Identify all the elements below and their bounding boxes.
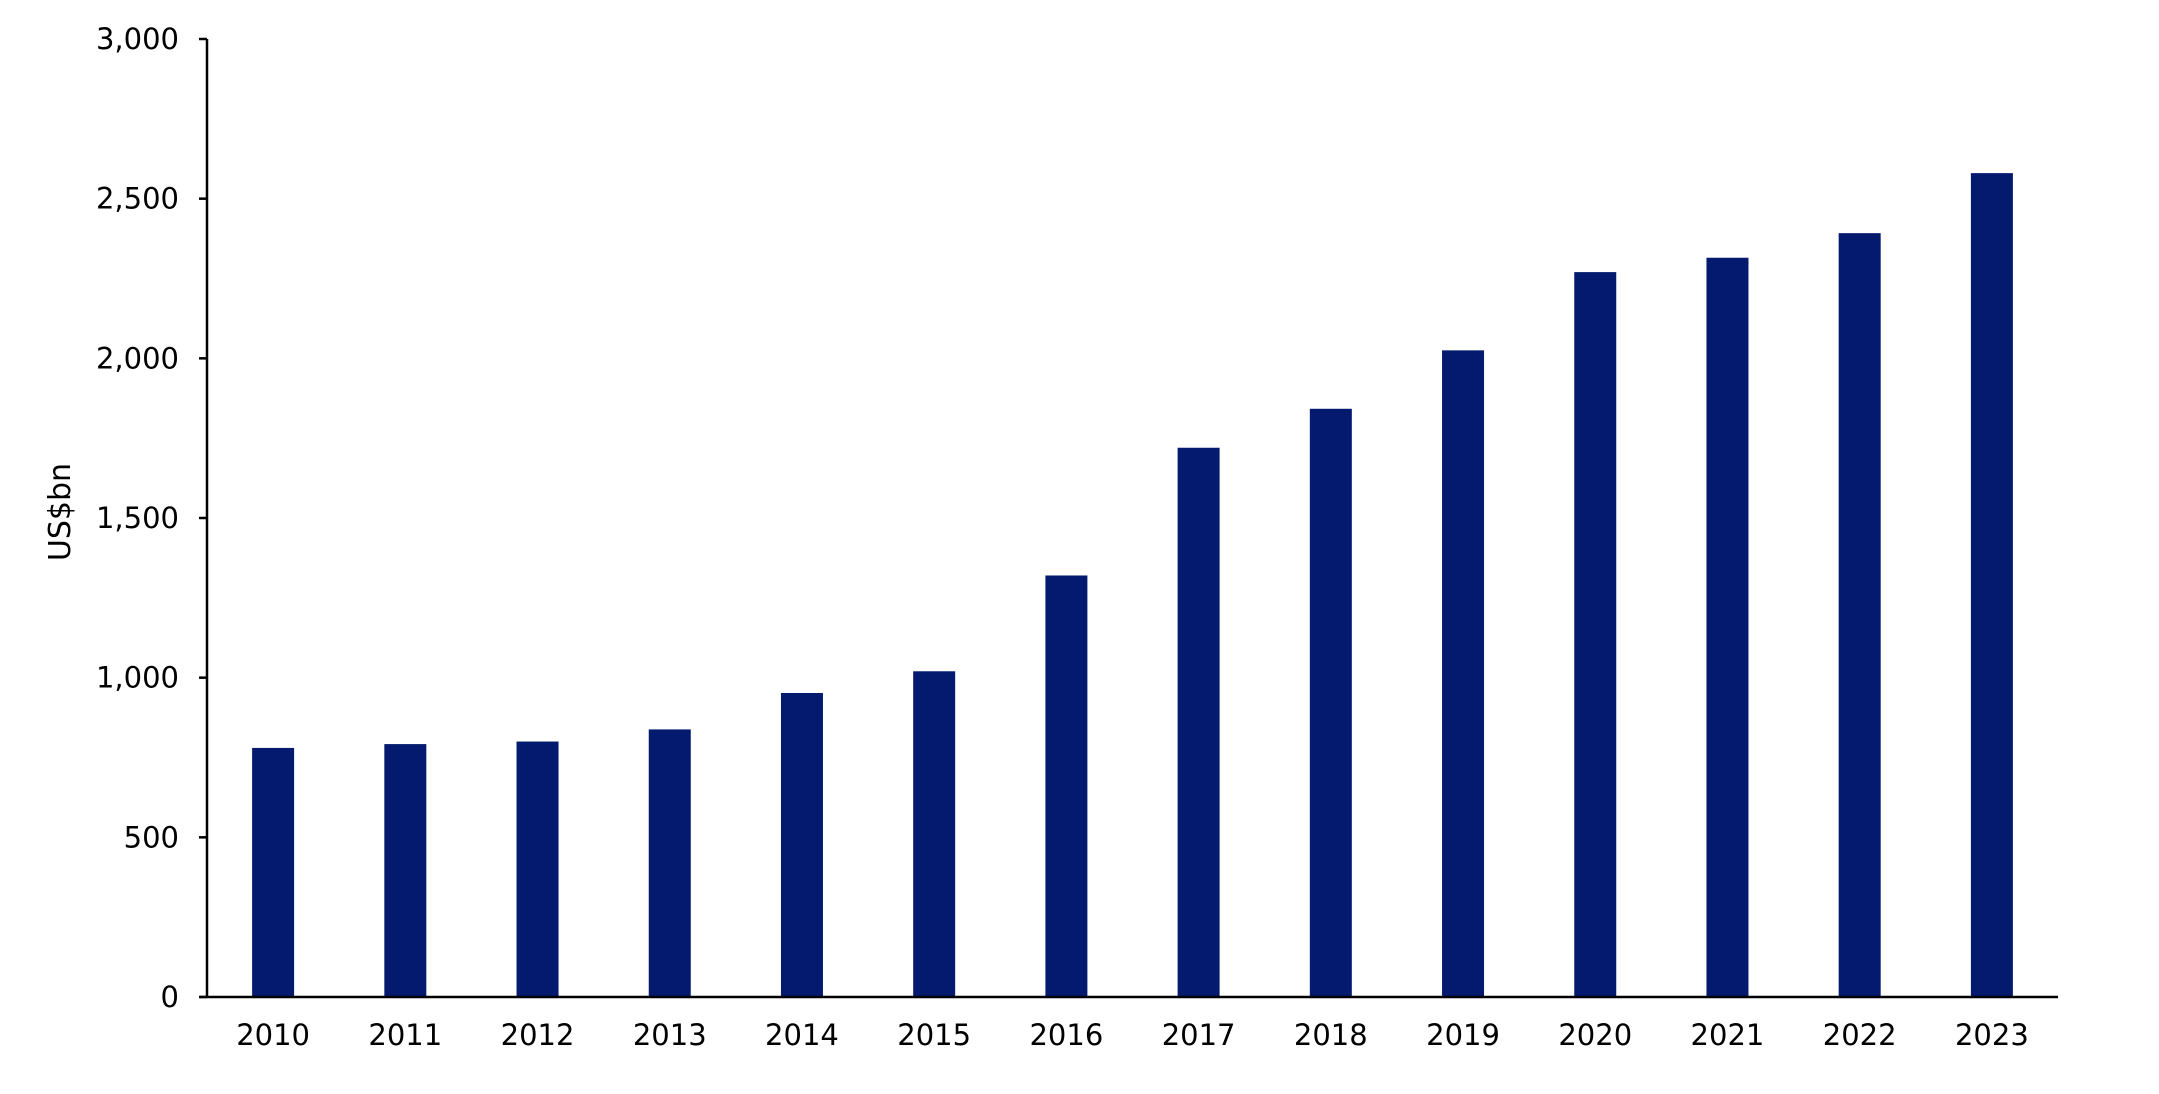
x-tick-label: 2014 xyxy=(765,1018,839,1052)
y-axis-title: US$bn xyxy=(43,463,78,561)
y-tick-label: 2,500 xyxy=(96,182,179,216)
y-tick-label: 3,000 xyxy=(96,22,179,56)
bar-2018 xyxy=(1309,408,1352,998)
x-tick-label: 2017 xyxy=(1162,1018,1236,1052)
bar-2011 xyxy=(384,744,427,997)
y-tick-label: 1,500 xyxy=(96,501,179,535)
bar-2023 xyxy=(1970,173,2013,997)
bar-2012 xyxy=(516,741,559,997)
x-tick-label: 2012 xyxy=(501,1018,575,1052)
bar-2020 xyxy=(1574,272,1617,997)
x-tick-label: 2011 xyxy=(368,1018,442,1052)
y-tick-label: 1,000 xyxy=(96,661,179,695)
bar-2022 xyxy=(1838,233,1881,997)
bar-2013 xyxy=(648,729,691,997)
x-tick-label: 2018 xyxy=(1294,1018,1368,1052)
bar-2016 xyxy=(1045,575,1088,997)
bar-2015 xyxy=(913,671,956,997)
y-tick-label: 2,000 xyxy=(96,341,179,375)
x-tick-label: 2023 xyxy=(1955,1018,2029,1052)
bar-2019 xyxy=(1442,350,1485,998)
y-tick-label: 0 xyxy=(161,980,179,1014)
y-tick-label: 500 xyxy=(124,820,179,854)
bar-2014 xyxy=(780,692,823,997)
x-tick-label: 2013 xyxy=(633,1018,707,1052)
x-axis-labels: 2010 2011 2012 2013 2014 2015 2016 2017 2018 2019… xyxy=(236,1018,2029,1052)
x-tick-label: 2016 xyxy=(1029,1018,1103,1052)
bar-2017 xyxy=(1177,447,1220,997)
bar-2010 xyxy=(252,747,295,997)
x-tick-label: 2019 xyxy=(1426,1018,1500,1052)
x-tick-label: 2015 xyxy=(897,1018,971,1052)
bar-2021 xyxy=(1706,257,1749,997)
bars-layer xyxy=(252,173,2013,998)
x-tick-label: 2022 xyxy=(1823,1018,1897,1052)
x-tick-label: 2010 xyxy=(236,1018,310,1052)
y-axis-ticks: 0 500 1,000 1,500 2,000 2,500 3,000 xyxy=(96,22,207,1014)
x-tick-label: 2020 xyxy=(1558,1018,1632,1052)
x-tick-label: 2021 xyxy=(1691,1018,1765,1052)
